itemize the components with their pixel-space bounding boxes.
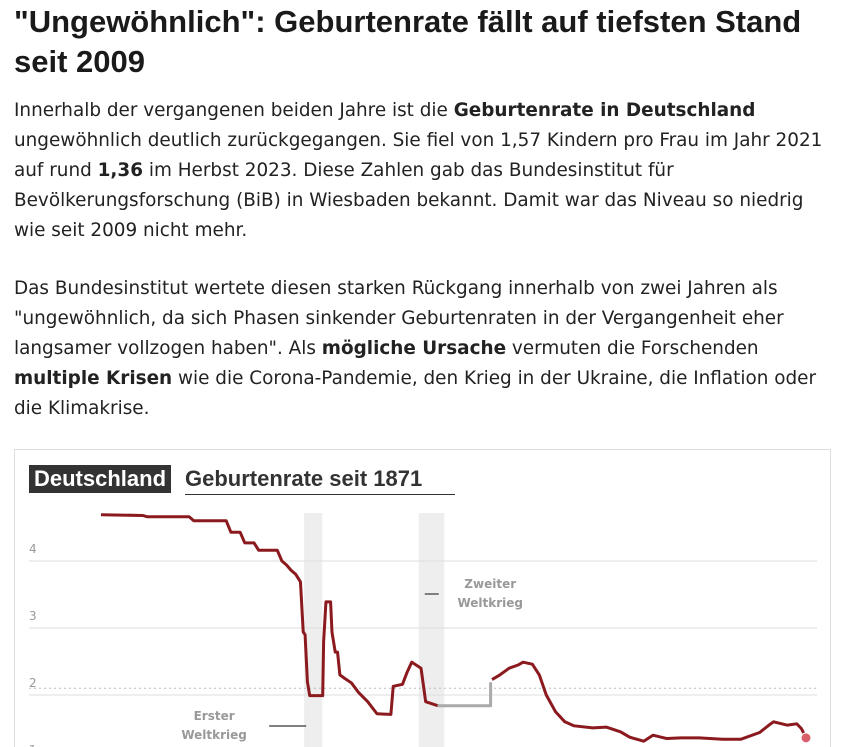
chart-kicker: Deutschland (29, 465, 172, 493)
text: Das Bundesinstitut wertete diesen starke… (14, 278, 784, 359)
bold-text: 1,36 (97, 160, 144, 181)
bold-text: multiple Krisen (14, 368, 173, 389)
series-line (437, 682, 493, 708)
series-line (491, 660, 808, 743)
band-label: Zweiter Weltkrieg (457, 577, 523, 610)
y-tick-label: 4 (29, 542, 37, 556)
headline: "Ungewöhnlich": Geburtenrate fällt auf t… (14, 4, 802, 79)
war-band (304, 513, 323, 747)
text: wie die Corona-Pandemie, den Krieg in de… (14, 368, 817, 419)
paragraph: Das Bundesinstitut wertete diesen starke… (14, 274, 834, 424)
endpoint-marker (800, 732, 812, 744)
paragraph: Innerhalb der vergangenen beiden Jahre i… (14, 96, 834, 246)
y-tick-label: 2 (29, 676, 37, 690)
band-label: Erster Weltkrieg (181, 709, 247, 742)
text: vermuten die Forschenden (506, 338, 759, 359)
text: im Herbst 2023. Diese Zahlen gab das Bun… (14, 160, 804, 241)
chart: 1234 Deutschland Geburtenrate seit 1871 … (14, 449, 831, 747)
text: Innerhalb der vergangenen beiden Jahre i… (14, 100, 454, 121)
chart-title: Geburtenrate seit 1871 (185, 465, 455, 495)
bold-text: mögliche Ursache (321, 338, 507, 359)
chart-plot: 1 2 3 4 (29, 513, 817, 747)
war-band (418, 513, 445, 747)
bold-text: Geburtenrate in Deutschland (453, 100, 756, 121)
text: ungewöhnlich deutlich zurückgegangen. Si… (14, 130, 823, 181)
y-tick-label: 1 (29, 743, 37, 747)
y-tick-label: 3 (29, 609, 37, 623)
series-line (100, 513, 439, 716)
